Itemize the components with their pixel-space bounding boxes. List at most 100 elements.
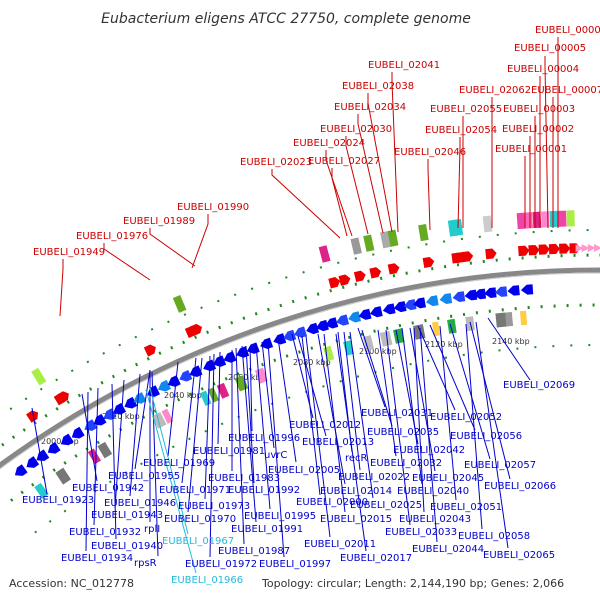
gene-label[interactable]: EUBELI_02062 [459,85,531,96]
gene-label[interactable]: uvrC [264,450,287,461]
gene-label[interactable]: EUBELI_02032 [370,458,442,469]
gene-label[interactable]: EUBELI_01973 [178,501,250,512]
gene-label[interactable]: EUBELI_02065 [483,550,555,561]
reverse-gene-arrow [473,288,487,300]
gene-label[interactable]: EUBELI_02066 [484,481,556,492]
gene-label[interactable]: EUBELI_02069 [503,380,575,391]
leader-line [335,333,367,552]
feature-layer [0,210,600,534]
gene-label[interactable]: EUBELI_02025 [350,500,422,511]
gene-label[interactable]: EUBELI_02045 [412,473,484,484]
reverse-feature-block [55,467,71,485]
gene-label[interactable]: EUBELI_02022 [338,472,410,483]
forward-gene-arrow [328,277,341,289]
gene-label[interactable]: EUBELI_00003 [503,104,575,115]
gene-label[interactable]: EUBELI_01934 [61,553,133,564]
gene-label[interactable]: EUBELI_02046 [394,147,466,158]
forward-feature-block [516,212,526,230]
gene-label[interactable]: EUBELI_02030 [320,124,392,135]
gene-label[interactable]: EUBELI_02000 [296,497,368,508]
gene-label[interactable]: EUBELI_02012 [289,420,361,431]
gene-label[interactable]: EUBELI_02055 [430,104,502,115]
gene-label[interactable]: EUBELI_02023 [240,157,312,168]
gene-label[interactable]: EUBELI_02015 [320,514,392,525]
reverse-gene-arrow [223,351,237,363]
gene-label[interactable]: EUBELI_02042 [393,445,465,456]
forward-gene-arrow [369,267,382,279]
leader-line [277,337,297,463]
gene-label[interactable]: EUBELI_01969 [143,458,215,469]
reverse-feature-block [151,411,167,429]
gene-label[interactable]: EUBELI_01971 [159,485,231,496]
reverse-gene-arrow [494,286,508,297]
gene-label[interactable]: EUBELI_01991 [231,524,303,535]
gene-label[interactable]: EUBELI_01940 [91,541,163,552]
gene-label[interactable]: EUBELI_02044 [412,544,484,555]
gene-label[interactable]: rpsR [134,558,157,569]
gene-label[interactable]: EUBELI_01981 [193,446,265,457]
gene-label[interactable]: EUBELI_01987 [218,546,290,557]
gene-label[interactable]: EUBELI_01967 [162,536,234,547]
gene-label[interactable]: rplI [144,524,160,535]
gene-label[interactable]: EUBELI_02040 [397,486,469,497]
gene-label[interactable]: EUBELI_02056 [450,431,522,442]
gene-label[interactable]: EUBELI_01923 [22,495,94,506]
gene-label[interactable]: EUBELI_01976 [76,231,148,242]
gene-label[interactable]: EUBELI_00006 [535,25,600,36]
gene-label[interactable]: EUBELI_01996 [228,433,300,444]
gene-label[interactable]: EUBELI_01972 [185,559,257,570]
gene-label[interactable]: EUBELI_02024 [293,138,365,149]
gene-label[interactable]: EUBELI_01946 [104,498,176,509]
gene-label[interactable]: EUBELI_01989 [123,216,195,227]
gene-label[interactable]: EUBELI_01983 [208,473,280,484]
gene-label[interactable]: EUBELI_02058 [458,531,530,542]
leader-line [267,341,285,558]
leader-line [103,243,151,281]
gene-label[interactable]: EUBELI_01997 [259,559,331,570]
gene-label[interactable]: EUBELI_00005 [514,43,586,54]
gene-label[interactable]: EUBELI_02011 [304,539,376,550]
gene-label[interactable]: EUBELI_00002 [502,124,574,135]
gene-label[interactable]: recR [345,453,368,464]
gene-label[interactable]: EUBELI_00001 [495,144,567,155]
gene-label[interactable]: EUBELI_01955 [108,471,180,482]
gene-label[interactable]: EUBELI_02033 [385,527,457,538]
reverse-gene-arrow [189,365,203,377]
gene-label[interactable]: EUBELI_02035 [367,427,439,438]
gene-label[interactable]: EUBELI_02031 [361,408,433,419]
gene-label[interactable]: EUBELI_01966 [171,575,243,586]
reverse-gene-arrow [507,285,520,296]
gene-label[interactable]: EUBELI_02052 [430,412,502,423]
gene-label[interactable]: EUBELI_01970 [164,514,236,525]
gene-label[interactable]: EUBELI_02013 [302,437,374,448]
gene-label[interactable]: EUBELI_00004 [507,64,579,75]
gene-label[interactable]: EUBELI_01943 [91,510,163,521]
gene-label[interactable]: EUBELI_01942 [72,483,144,494]
forward-gene-arrow [189,323,203,336]
gene-label[interactable]: EUBELI_02005 [268,465,340,476]
reverse-gene-arrow [179,369,193,382]
gene-label[interactable]: EUBELI_01995 [244,511,316,522]
gene-label[interactable]: EUBELI_02027 [308,156,380,167]
gene-label[interactable]: EUBELI_02038 [342,81,414,92]
gene-label[interactable]: EUBELI_01990 [177,202,249,213]
gene-label[interactable]: EUBELI_01949 [33,247,105,258]
reverse-gene-arrow [273,333,287,345]
leader-line [439,325,457,501]
gene-label[interactable]: EUBELI_02034 [334,102,406,113]
leader-line [191,214,209,269]
gene-label[interactable]: EUBELI_02054 [425,125,497,136]
gene-label[interactable]: EUBELI_02057 [464,460,536,471]
gene-label[interactable]: EUBELI_01932 [69,527,141,538]
gene-label[interactable]: EUBELI_02041 [368,60,440,71]
leader-line [181,357,197,484]
gene-label[interactable]: EUBELI_02014 [320,486,392,497]
gene-label[interactable]: EUBELI_02051 [430,502,502,513]
leader-line [391,72,399,233]
reverse-gene-arrow [124,396,138,409]
genome-summary-text: Topology: circular; Length: 2,144,190 bp… [261,577,564,590]
gene-label[interactable]: EUBELI_00007 [531,85,600,96]
gene-label[interactable]: EUBELI_01992 [228,485,300,496]
gene-label[interactable]: EUBELI_02017 [340,553,412,564]
gene-label[interactable]: EUBELI_02043 [399,514,471,525]
